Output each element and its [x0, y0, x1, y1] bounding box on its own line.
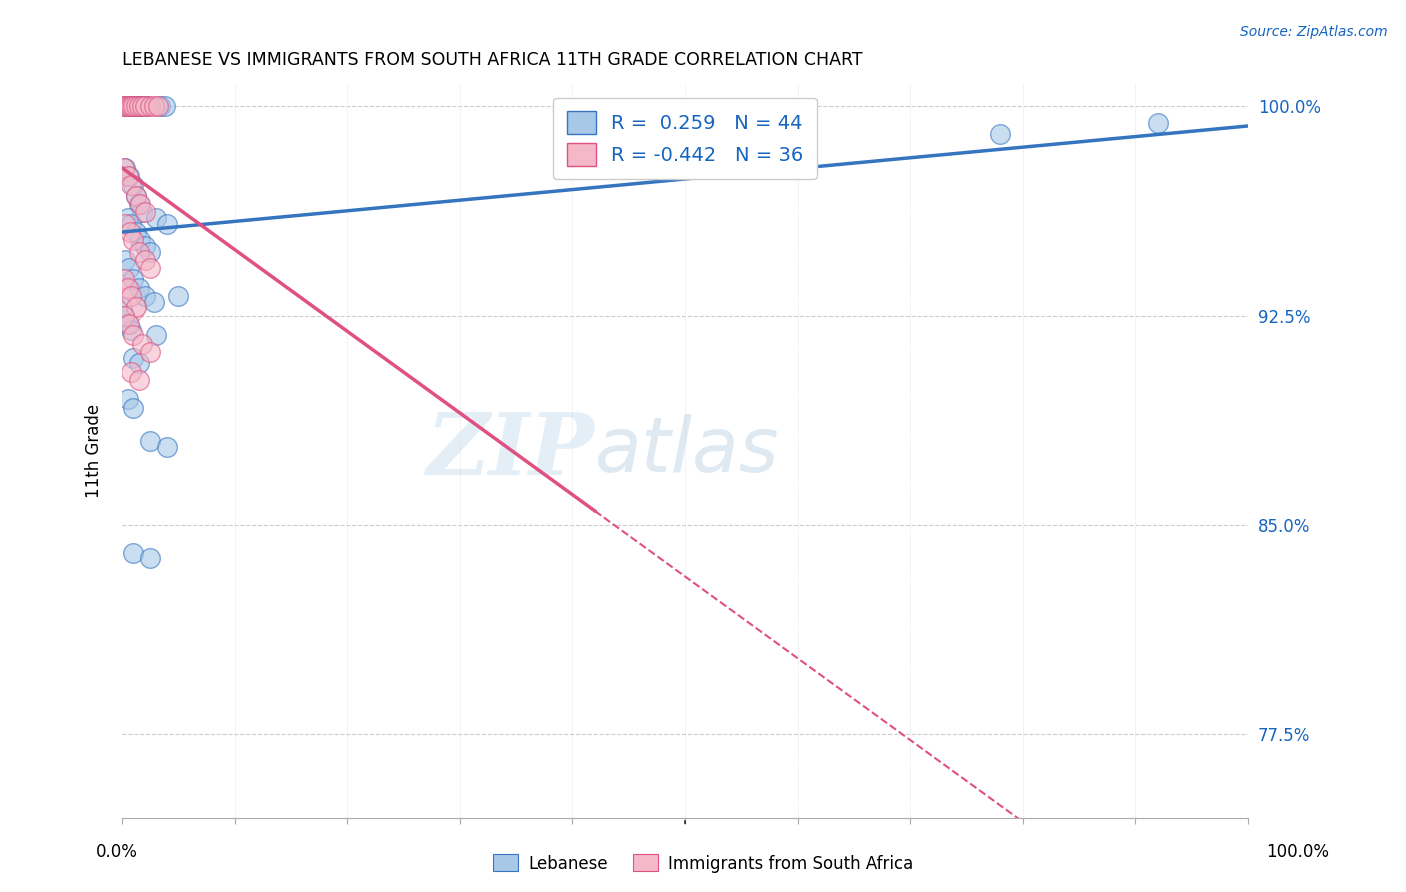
Point: [112, 99, 135, 113]
Point: [112, 99, 135, 113]
Point: [145, 328, 167, 343]
Point: [988, 128, 1011, 142]
Point: [117, 317, 139, 331]
Text: ZIP: ZIP: [427, 409, 595, 492]
Point: [128, 99, 150, 113]
Point: [142, 99, 165, 113]
Point: [134, 99, 156, 113]
Point: [120, 99, 142, 113]
Point: [112, 161, 135, 175]
Point: [139, 99, 162, 113]
Point: [112, 309, 135, 323]
Point: [111, 294, 134, 309]
Point: [128, 197, 150, 211]
Point: [122, 178, 145, 192]
Point: [124, 188, 146, 202]
Text: 100.0%: 100.0%: [1265, 843, 1329, 861]
Point: [146, 99, 169, 113]
Point: [139, 244, 162, 259]
Legend: R =  0.259   N = 44, R = -0.442   N = 36: R = 0.259 N = 44, R = -0.442 N = 36: [553, 97, 817, 179]
Point: [134, 239, 156, 253]
Point: [127, 99, 149, 113]
Point: [120, 323, 142, 337]
Point: [122, 99, 145, 113]
Text: LEBANESE VS IMMIGRANTS FROM SOUTH AFRICA 11TH GRADE CORRELATION CHART: LEBANESE VS IMMIGRANTS FROM SOUTH AFRICA…: [122, 51, 863, 69]
Point: [118, 261, 141, 276]
Point: [117, 211, 139, 225]
Point: [135, 99, 157, 113]
Point: [129, 233, 152, 247]
Point: [128, 356, 150, 370]
Point: [134, 289, 156, 303]
Point: [167, 289, 190, 303]
Point: [122, 233, 145, 247]
Point: [128, 373, 150, 387]
Text: Source: ZipAtlas.com: Source: ZipAtlas.com: [1240, 25, 1388, 39]
Point: [129, 99, 152, 113]
Point: [125, 99, 148, 113]
Point: [120, 217, 142, 231]
Point: [145, 211, 167, 225]
Point: [134, 99, 156, 113]
Point: [131, 205, 153, 219]
Text: atlas: atlas: [595, 414, 779, 488]
Point: [122, 99, 145, 113]
Point: [156, 440, 179, 454]
Point: [120, 99, 142, 113]
Point: [117, 281, 139, 295]
Point: [122, 272, 145, 286]
Point: [122, 351, 145, 365]
Point: [131, 99, 153, 113]
Point: [118, 169, 141, 184]
Point: [128, 99, 150, 113]
Point: [120, 364, 142, 378]
Point: [131, 336, 153, 351]
Point: [142, 294, 165, 309]
Point: [120, 289, 142, 303]
Point: [118, 99, 141, 113]
Point: [139, 345, 162, 359]
Text: 0.0%: 0.0%: [96, 843, 138, 861]
Point: [139, 434, 162, 449]
Legend: Lebanese, Immigrants from South Africa: Lebanese, Immigrants from South Africa: [486, 847, 920, 880]
Point: [112, 309, 135, 323]
Point: [114, 161, 136, 175]
Point: [115, 99, 138, 113]
Point: [114, 217, 136, 231]
Point: [120, 178, 142, 192]
Point: [121, 99, 143, 113]
Y-axis label: 11th Grade: 11th Grade: [86, 404, 103, 498]
Point: [112, 272, 135, 286]
Point: [1147, 116, 1170, 130]
Point: [114, 252, 136, 267]
Point: [124, 225, 146, 239]
Point: [111, 301, 134, 315]
Point: [131, 99, 153, 113]
Point: [122, 328, 145, 343]
Point: [117, 169, 139, 184]
Point: [124, 99, 146, 113]
Point: [134, 205, 156, 219]
Point: [139, 261, 162, 276]
Point: [122, 401, 145, 415]
Point: [149, 99, 172, 113]
Point: [124, 99, 146, 113]
Point: [124, 188, 146, 202]
Point: [115, 99, 138, 113]
Point: [153, 99, 176, 113]
Point: [139, 551, 162, 566]
Point: [128, 244, 150, 259]
Point: [128, 281, 150, 295]
Point: [156, 217, 179, 231]
Point: [122, 546, 145, 560]
Point: [134, 252, 156, 267]
Point: [117, 392, 139, 407]
Point: [118, 317, 141, 331]
Point: [118, 225, 141, 239]
Point: [124, 301, 146, 315]
Point: [129, 197, 152, 211]
Point: [118, 99, 141, 113]
Point: [124, 99, 146, 113]
